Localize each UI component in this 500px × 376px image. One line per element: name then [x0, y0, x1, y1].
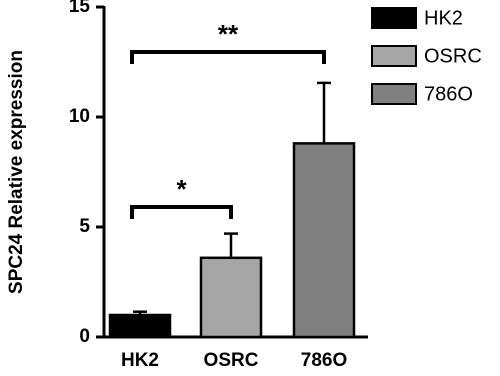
x-tick-label: HK2 [121, 350, 159, 371]
y-tick-label: 10 [69, 106, 90, 127]
significance-bracket [130, 50, 326, 64]
bar [199, 256, 263, 339]
legend-swatch [371, 45, 417, 67]
legend-label: HK2 [424, 7, 463, 29]
y-axis-title: SPC24 Relative expression [6, 50, 27, 294]
legend-label: OSRC [424, 45, 482, 67]
y-tick-label: 5 [79, 216, 90, 237]
y-tick-label: 15 [69, 0, 91, 17]
x-tick-label: OSRC [204, 350, 259, 371]
x-tick-label: 786O [301, 350, 347, 371]
legend-label: 786O [424, 83, 473, 105]
significance-label: ** [218, 19, 239, 49]
y-tick-label: 0 [79, 326, 90, 347]
significance-bracket [130, 205, 233, 219]
legend-swatch [371, 7, 417, 29]
bar [108, 313, 172, 339]
legend-swatch [371, 83, 417, 105]
significance-label: * [176, 174, 187, 204]
bar [292, 142, 356, 339]
